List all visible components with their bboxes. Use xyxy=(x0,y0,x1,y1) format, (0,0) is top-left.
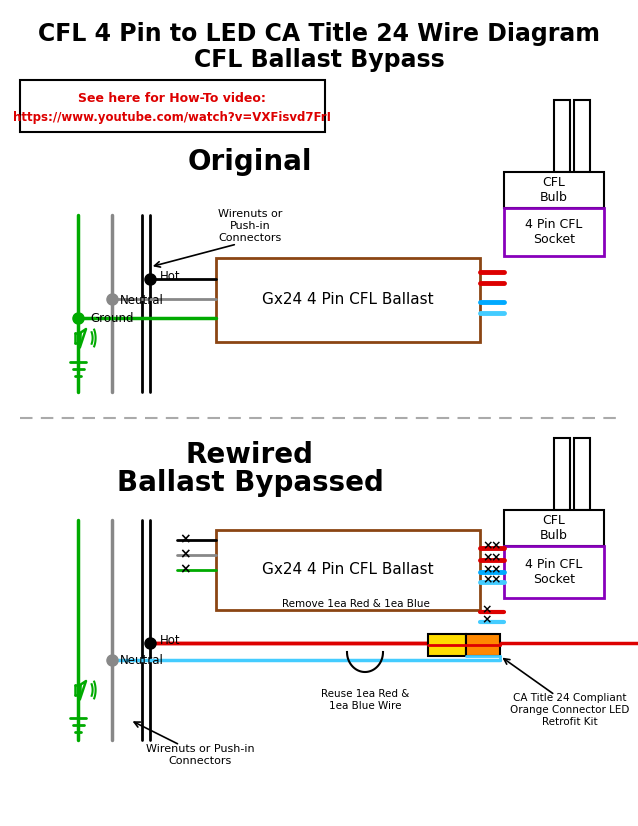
Text: ×: × xyxy=(482,614,493,626)
Bar xyxy=(466,634,500,656)
Bar xyxy=(574,100,590,172)
Text: CFL 4 Pin to LED CA Title 24 Wire Diagram: CFL 4 Pin to LED CA Title 24 Wire Diagra… xyxy=(38,22,600,46)
Text: ×: × xyxy=(179,562,191,576)
Text: ×: × xyxy=(179,532,191,546)
Text: Hot: Hot xyxy=(160,634,181,648)
Bar xyxy=(504,510,604,546)
Bar xyxy=(504,208,604,256)
Text: 4 Pin CFL
Socket: 4 Pin CFL Socket xyxy=(525,558,582,586)
Text: CFL
Bulb: CFL Bulb xyxy=(540,176,568,204)
Text: Rewired: Rewired xyxy=(186,441,314,469)
Text: Remove 1ea Red & 1ea Blue: Remove 1ea Red & 1ea Blue xyxy=(282,599,430,609)
Text: Ground: Ground xyxy=(90,312,133,325)
Text: ×: × xyxy=(483,573,493,586)
Bar xyxy=(216,258,480,342)
Text: Gx24 4 Pin CFL Ballast: Gx24 4 Pin CFL Ballast xyxy=(262,292,434,307)
Text: ×: × xyxy=(483,563,493,577)
Text: Wirenuts or Push-in
Connectors: Wirenuts or Push-in Connectors xyxy=(145,744,255,766)
Text: Neutral: Neutral xyxy=(120,654,164,667)
Text: Ballast Bypassed: Ballast Bypassed xyxy=(117,469,383,497)
Text: ×: × xyxy=(491,552,501,564)
Text: CFL
Bulb: CFL Bulb xyxy=(540,514,568,542)
Text: ×: × xyxy=(491,539,501,553)
Text: Gx24 4 Pin CFL Ballast: Gx24 4 Pin CFL Ballast xyxy=(262,563,434,577)
Bar xyxy=(504,546,604,598)
Text: See here for How-To video:: See here for How-To video: xyxy=(78,93,266,106)
Text: ×: × xyxy=(491,563,501,577)
Text: Reuse 1ea Red &
1ea Blue Wire: Reuse 1ea Red & 1ea Blue Wire xyxy=(321,689,409,711)
Text: ×: × xyxy=(483,552,493,564)
Text: Wirenuts or
Push-in
Connectors: Wirenuts or Push-in Connectors xyxy=(218,210,282,243)
Bar xyxy=(554,100,570,172)
Text: Hot: Hot xyxy=(160,270,181,283)
Text: CA Title 24 Compliant
Orange Connector LED
Retrofit Kit: CA Title 24 Compliant Orange Connector L… xyxy=(510,693,630,727)
Text: Original: Original xyxy=(188,148,312,176)
Text: ×: × xyxy=(179,547,191,561)
Bar xyxy=(216,530,480,610)
Bar xyxy=(574,438,590,510)
Text: ×: × xyxy=(482,604,493,616)
Text: ×: × xyxy=(491,573,501,586)
Text: https://www.youtube.com/watch?v=VXFisvd7FrI: https://www.youtube.com/watch?v=VXFisvd7… xyxy=(13,111,331,124)
Bar xyxy=(20,80,325,132)
Text: 4 Pin CFL
Socket: 4 Pin CFL Socket xyxy=(525,218,582,246)
Bar xyxy=(428,634,466,656)
Bar xyxy=(504,172,604,208)
Bar xyxy=(554,438,570,510)
Text: ×: × xyxy=(483,539,493,553)
Text: CFL Ballast Bypass: CFL Ballast Bypass xyxy=(193,48,445,72)
Text: Neutral: Neutral xyxy=(120,293,164,306)
